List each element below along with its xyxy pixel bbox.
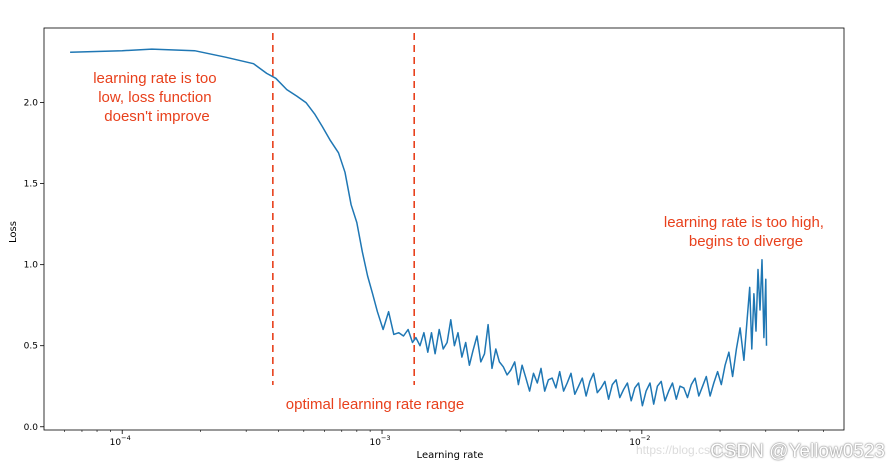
plot-area (43, 27, 845, 431)
loss-series-line (70, 48, 768, 407)
watermark: CSDN @Yellow0523 (710, 441, 885, 462)
y-axis: 0.0 0.5 1.0 1.5 2.0 (24, 99, 44, 433)
x-axis-label: Learning rate (417, 450, 484, 461)
annotation-too-high-line-2: begins to diverge (689, 233, 803, 250)
annotation-optimal-range-line-1: optimal learning rate range (286, 396, 464, 413)
annotation-too-low-line-1: learning rate is too (93, 70, 216, 87)
annotation-too-low: learning rate is too low, loss function … (93, 70, 221, 125)
y-tick-label: 0.5 (24, 342, 38, 352)
annotation-optimal-range: optimal learning rate range (286, 396, 464, 413)
y-tick-label: 2.0 (24, 99, 39, 109)
annotation-too-high: learning rate is too high, begins to div… (664, 214, 828, 250)
y-tick-label: 0.0 (24, 423, 39, 433)
watermark-url: https://blog.csdn.net/ (636, 443, 747, 457)
annotation-too-low-line-3: doesn't improve (104, 108, 209, 125)
y-tick-label: 1.5 (24, 180, 38, 190)
x-tick-label: 10−3 (369, 434, 390, 448)
annotation-too-low-line-2: low, loss function (98, 89, 211, 106)
x-tick-label: 10−2 (629, 434, 650, 448)
x-axis: 10−4 10−3 10−2 (64, 430, 824, 448)
optimal-range-markers (272, 33, 415, 385)
y-tick-label: 1.0 (24, 261, 39, 271)
y-axis-label: Loss (8, 221, 19, 243)
x-tick-label: 10−4 (110, 434, 131, 448)
series-layer (70, 48, 768, 407)
annotation-too-high-line-1: learning rate is too high, (664, 214, 824, 231)
